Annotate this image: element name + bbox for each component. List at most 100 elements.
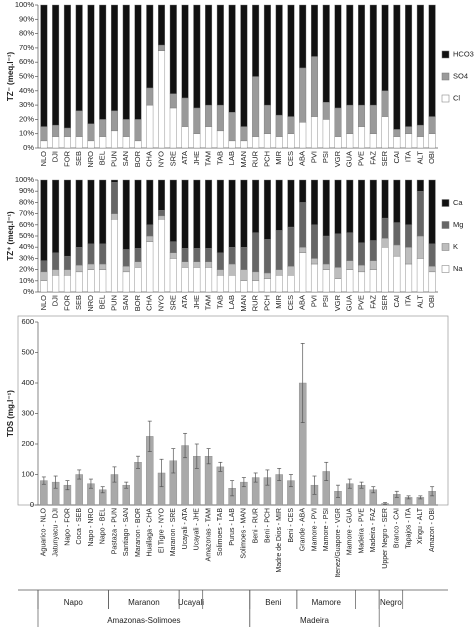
y-tick-label: 100% [15, 0, 35, 9]
y-tick-label: 40% [19, 242, 34, 251]
bar-segment [358, 242, 366, 266]
bar-segment [275, 179, 283, 231]
bar-segment [169, 258, 177, 293]
y-tick-label: 300 [21, 408, 34, 417]
bar-segment [181, 179, 189, 249]
x-tick-label: NRO [86, 151, 95, 168]
bar-segment [146, 241, 154, 293]
x-tick-label: Grande - ABA [300, 508, 307, 552]
bar-segment [146, 224, 154, 237]
bar-segment [216, 179, 224, 254]
x-tick-label: DJI [51, 151, 60, 162]
bar-segment [52, 269, 60, 276]
bar-segment [334, 278, 342, 293]
x-tick-label: ALT [415, 151, 424, 165]
x-tick-label: PCH [262, 295, 271, 311]
bar-segment [228, 263, 236, 276]
x-tick-label: Madeira - PVE [358, 508, 365, 554]
bar-segment [99, 263, 107, 270]
bar-segment [181, 267, 189, 293]
x-tick-label: FAZ [368, 295, 377, 309]
bar-segment [99, 269, 107, 293]
bar-segment [134, 261, 142, 268]
bar-segment [346, 133, 354, 149]
y-tick-label: 50% [19, 231, 34, 240]
x-tick-label: Madeira - FAZ [370, 507, 377, 552]
bar-segment [428, 266, 436, 273]
bar-segment [381, 90, 389, 117]
bar-segment [63, 136, 71, 149]
bar-segment [369, 133, 377, 149]
bar-segment [87, 140, 95, 149]
bar-segment [169, 179, 177, 242]
bar-segment [40, 126, 48, 142]
x-tick-label: Mamore - PSI [323, 508, 330, 551]
x-tick-label: SAN [121, 295, 130, 310]
bar-segment [146, 4, 154, 89]
bar-segment [240, 246, 248, 270]
bar-segment [393, 4, 401, 130]
legend-swatch [441, 50, 450, 59]
x-tick-label: Beni - RUR [252, 508, 259, 543]
bar-segment [122, 4, 130, 120]
bar-segment [322, 179, 330, 237]
x-tick-label: OBI [427, 151, 436, 164]
x-tick-label: ABA [298, 295, 307, 310]
bar-segment [322, 263, 330, 270]
x-tick-label: Amazonas - TAM [205, 508, 212, 562]
y-axis-label: TZ⁺ (meq.l⁻¹) [6, 211, 15, 261]
bar-segment [428, 271, 436, 293]
bar-segment [346, 4, 354, 106]
x-tick-label: ITA [404, 151, 413, 162]
bar-segment [334, 179, 342, 234]
bar-segment [346, 179, 354, 233]
group-label: Maranon [128, 598, 160, 607]
bar-segment [299, 202, 307, 248]
x-tick-label: PVI [309, 295, 318, 307]
bar-segment [240, 280, 248, 293]
bar-segment [169, 93, 177, 109]
x-tick-label: BEL [98, 151, 107, 165]
y-tick-label: 200 [21, 439, 34, 448]
bar-segment [228, 140, 236, 149]
bar-segment [358, 104, 366, 127]
y-tick-label: 90% [19, 186, 34, 195]
group-label: Madeira [300, 616, 329, 625]
bar-segment [310, 116, 318, 149]
y-tick-label: 80% [19, 29, 34, 38]
x-tick-label: SEB [74, 151, 83, 166]
legend-swatch [441, 243, 450, 251]
bar-segment [393, 136, 401, 149]
x-tick-label: BOR [133, 294, 142, 311]
bar-segment [275, 269, 283, 276]
bar-segment [252, 4, 260, 77]
bar-segment [181, 126, 189, 149]
x-tick-label: RUR [251, 150, 260, 167]
group-label: Negro [380, 598, 402, 607]
x-tick-label: PUN [109, 295, 118, 311]
x-tick-label: JHE [192, 295, 201, 309]
legend-swatch [441, 72, 450, 81]
bar-segment [334, 107, 342, 137]
bar-segment [334, 136, 342, 149]
x-tick-label: VGR [333, 294, 342, 311]
group-label: Mamore [312, 598, 342, 607]
y-tick-label: 100 [21, 469, 34, 478]
bar-segment [299, 4, 307, 69]
bar-segment [158, 4, 166, 46]
y-tick-label: 30% [19, 253, 34, 262]
bar-segment [158, 210, 166, 217]
bar-segment [40, 271, 48, 281]
legend-label: Na [453, 264, 463, 273]
x-tick-label: ITA [404, 295, 413, 306]
bar-segment [287, 226, 295, 267]
bar-segment [263, 278, 271, 293]
group-label: Amazonas-Solimoes [107, 616, 180, 625]
x-tick-label: SAN [121, 151, 130, 166]
y-tick-label: 40% [19, 86, 34, 95]
bar-segment [287, 179, 295, 228]
x-tick-label: MAN [239, 295, 248, 312]
bar-segment [216, 269, 224, 276]
bar-segment [52, 4, 60, 126]
x-tick-label: Ucayali - JHE [194, 508, 201, 551]
